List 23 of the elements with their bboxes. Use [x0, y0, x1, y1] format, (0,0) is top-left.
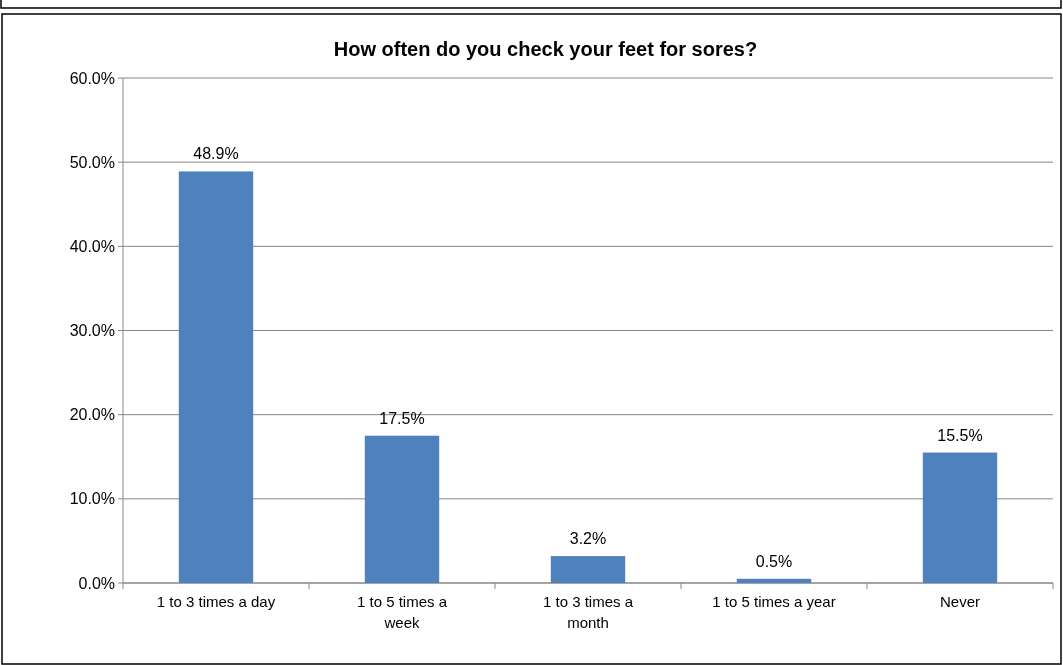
y-tick-label: 0.0%	[78, 574, 115, 592]
bar	[922, 452, 998, 583]
data-label: 3.2%	[569, 530, 607, 548]
bar	[736, 578, 812, 583]
x-tick-label: 1 to 5 times a week	[356, 593, 448, 631]
y-tick-label: 40.0%	[69, 237, 115, 255]
data-label: 17.5%	[379, 409, 425, 427]
x-tick-label: Never	[939, 593, 981, 610]
x-tick-label: 1 to 3 times a month	[542, 593, 634, 631]
data-label: 15.5%	[937, 426, 983, 444]
x-tick-label: 1 to 5 times a year	[712, 593, 836, 610]
y-tick-label: 60.0%	[69, 69, 115, 87]
y-tick-label: 20.0%	[69, 406, 115, 424]
bar	[364, 435, 440, 583]
y-tick-label: 50.0%	[69, 153, 115, 171]
y-tick-label: 30.0%	[69, 322, 115, 340]
x-tick-label: 1 to 3 times a day	[156, 593, 276, 610]
chart-title: How often do you check your feet for sores?	[333, 38, 758, 60]
data-label: 48.9%	[193, 145, 239, 163]
y-tick-label: 10.0%	[69, 490, 115, 508]
data-label: 0.5%	[755, 552, 793, 570]
bar	[550, 556, 626, 583]
bar	[178, 171, 254, 583]
